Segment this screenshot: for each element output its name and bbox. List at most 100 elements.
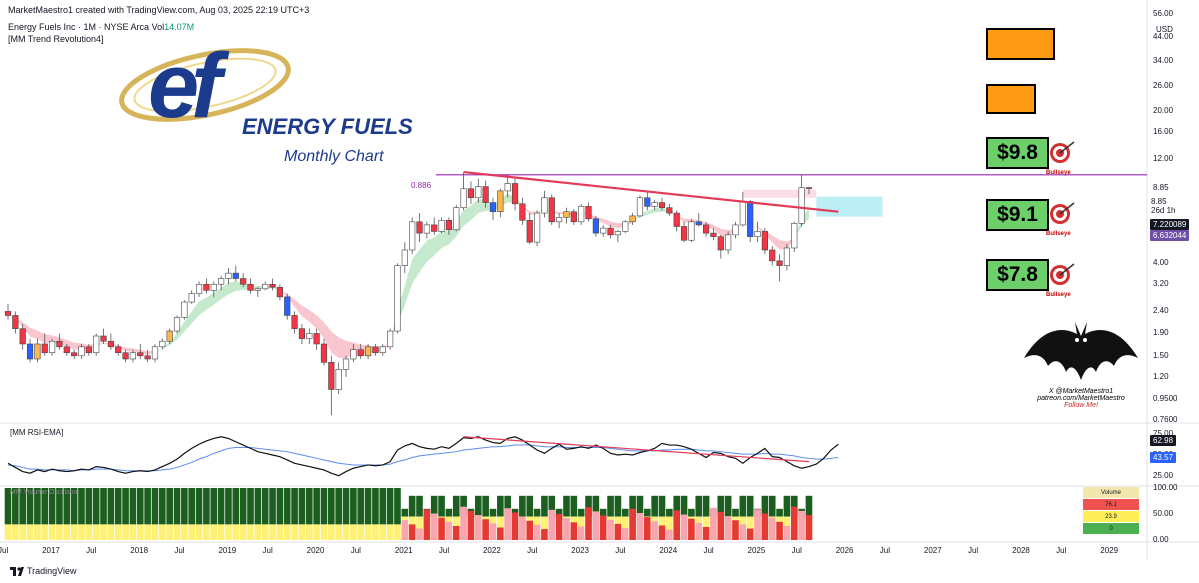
candle-body bbox=[93, 335, 100, 354]
time-axis-label: Jul bbox=[1056, 546, 1067, 555]
candle bbox=[306, 328, 313, 344]
volume-yellow bbox=[261, 524, 269, 540]
candle-body bbox=[416, 221, 423, 234]
volume-green bbox=[739, 495, 747, 517]
volume-bg bbox=[416, 488, 423, 496]
volume-yellow bbox=[305, 524, 313, 540]
candle-body bbox=[776, 260, 783, 266]
candle bbox=[63, 343, 70, 356]
volume-green bbox=[680, 495, 688, 517]
candle-body bbox=[195, 283, 203, 294]
fib-label: 0.886 bbox=[411, 181, 432, 190]
volume-yellow bbox=[181, 524, 188, 540]
candle-body bbox=[607, 227, 614, 236]
volume-bar bbox=[526, 488, 534, 540]
volume-bg bbox=[497, 488, 504, 496]
candle bbox=[614, 229, 622, 243]
volume-bar bbox=[452, 488, 460, 540]
volume-bar bbox=[555, 488, 563, 540]
volume-yellow bbox=[56, 524, 63, 540]
volume-bar bbox=[761, 488, 769, 540]
volume-bar bbox=[144, 488, 151, 540]
volume-bar bbox=[159, 488, 166, 540]
target-box-2: $9.1 bbox=[986, 199, 1049, 231]
candle bbox=[254, 287, 261, 297]
price-axis-label: 44.00 bbox=[1153, 31, 1174, 41]
candle bbox=[776, 254, 783, 282]
volume-bar bbox=[195, 488, 203, 540]
volume-red bbox=[504, 508, 511, 540]
volume-bar bbox=[489, 488, 497, 540]
volume-bar bbox=[173, 488, 181, 540]
volume-green bbox=[585, 495, 592, 517]
time-axis-label: Jul bbox=[86, 546, 97, 555]
volume-yellow bbox=[239, 524, 247, 540]
volume-green bbox=[401, 508, 409, 517]
volume-bar bbox=[291, 488, 298, 540]
candle-body bbox=[680, 226, 688, 241]
last-price-tag: 8.85 26d 1h bbox=[1151, 197, 1175, 215]
volume-red bbox=[739, 524, 747, 540]
candle bbox=[335, 362, 342, 395]
volume-bar bbox=[320, 488, 328, 540]
volume-bar bbox=[710, 488, 717, 540]
volume-bar bbox=[26, 488, 34, 540]
volume-red bbox=[570, 522, 578, 540]
volume-bar bbox=[386, 488, 394, 540]
ema-ribbon-segment bbox=[221, 282, 229, 300]
candle-body bbox=[409, 221, 416, 251]
volume-red bbox=[563, 518, 570, 540]
volume-red bbox=[644, 517, 651, 540]
candle-body bbox=[335, 369, 342, 390]
volume-red bbox=[474, 515, 482, 540]
volume-red bbox=[452, 525, 460, 540]
tradingview-brand[interactable]: TradingView bbox=[10, 566, 77, 576]
volume-green bbox=[129, 488, 137, 525]
ema-ribbon-segment bbox=[191, 301, 200, 324]
volume-bar bbox=[114, 488, 122, 540]
volume-green bbox=[328, 488, 335, 525]
volume-bar bbox=[48, 488, 56, 540]
ema-ribbon-segment bbox=[434, 231, 442, 256]
volume-yellow bbox=[63, 524, 71, 540]
candle-body bbox=[298, 328, 306, 339]
volume-green bbox=[541, 495, 548, 517]
volume-green bbox=[658, 495, 666, 517]
volume-bar bbox=[239, 488, 247, 540]
ema-ribbon-segment bbox=[647, 208, 655, 215]
volume-yellow bbox=[350, 524, 357, 540]
candle bbox=[747, 200, 754, 243]
volume-green bbox=[452, 495, 460, 517]
candle-body bbox=[387, 330, 394, 348]
volume-green bbox=[629, 495, 636, 517]
candle bbox=[232, 265, 239, 282]
candle bbox=[269, 278, 276, 291]
candle-body bbox=[19, 328, 26, 345]
volume-yellow bbox=[313, 524, 320, 540]
volume-bar bbox=[401, 488, 409, 540]
volume-bg bbox=[732, 488, 739, 509]
ema-ribbon-segment bbox=[301, 305, 310, 322]
volume-green bbox=[805, 495, 813, 517]
volume-yellow bbox=[34, 524, 41, 540]
time-axis-label: Jul bbox=[350, 546, 361, 555]
rsi-line bbox=[7, 436, 839, 477]
volume-red bbox=[430, 513, 438, 540]
volume-yellow bbox=[746, 516, 754, 540]
volume-bar bbox=[85, 488, 93, 540]
indicator-name: [MM Trend Revolution4] bbox=[8, 34, 104, 44]
volume-green bbox=[790, 495, 798, 517]
volume-red bbox=[776, 521, 783, 540]
candle-body bbox=[695, 221, 702, 226]
volume-bar bbox=[34, 488, 41, 540]
volume-yellow bbox=[666, 516, 673, 540]
time-axis-label: Jul bbox=[615, 546, 626, 555]
volume-bg bbox=[592, 488, 600, 496]
ema-ribbon-segment bbox=[404, 259, 413, 306]
candle bbox=[651, 200, 658, 211]
price-axis-label: 4.00 bbox=[1153, 258, 1169, 268]
volume-yellow bbox=[173, 524, 181, 540]
candle bbox=[460, 172, 467, 211]
volume-red bbox=[680, 514, 688, 540]
